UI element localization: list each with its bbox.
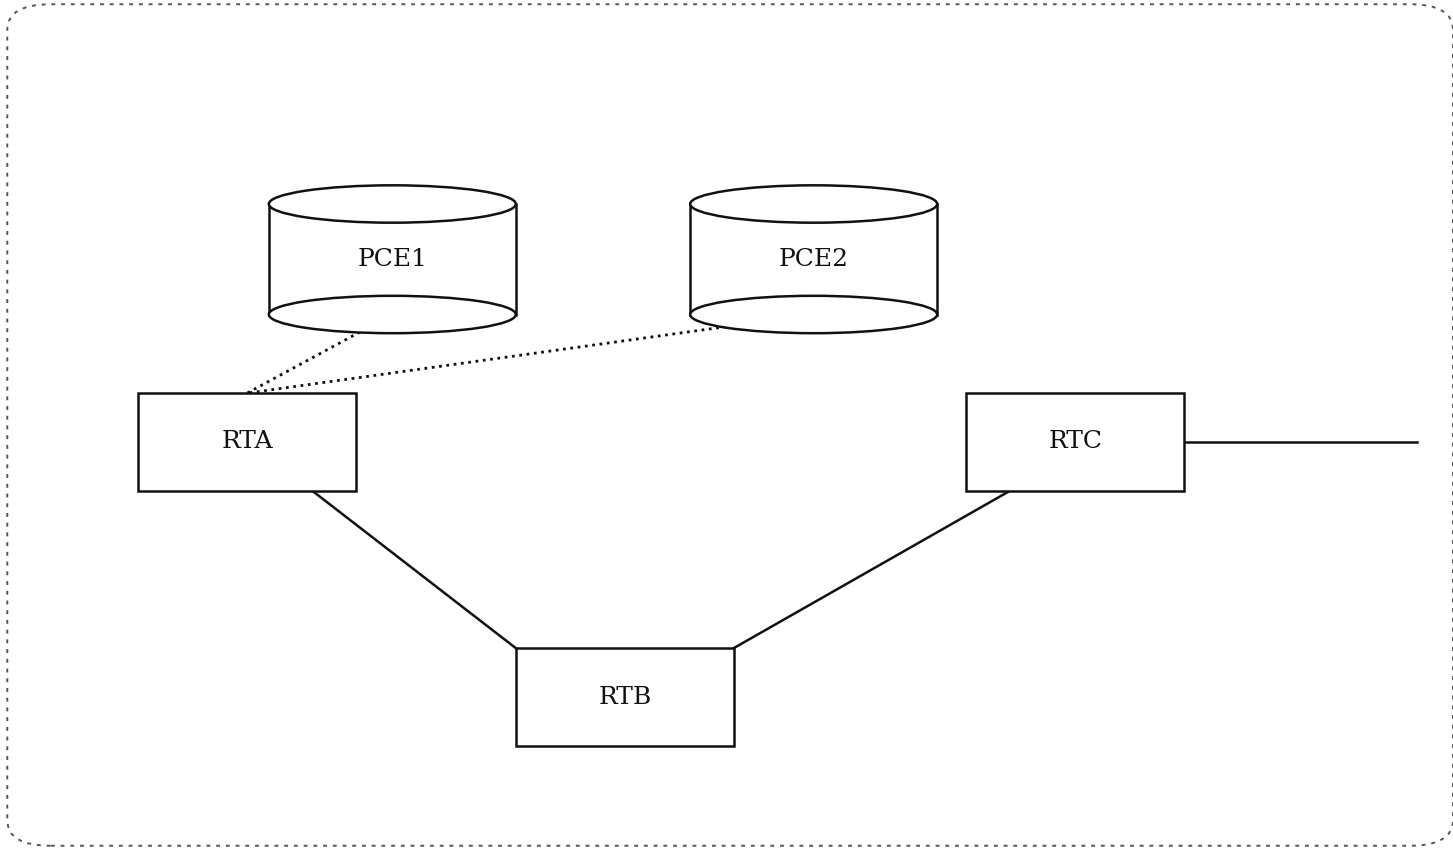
Ellipse shape — [690, 296, 937, 333]
Text: RTB: RTB — [599, 685, 651, 709]
Text: PCE2: PCE2 — [779, 247, 849, 271]
Bar — [138, 393, 356, 491]
Bar — [269, 204, 516, 314]
Ellipse shape — [269, 185, 516, 223]
Ellipse shape — [690, 185, 937, 223]
Bar — [516, 648, 734, 746]
Text: PCE1: PCE1 — [357, 247, 427, 271]
Text: RTC: RTC — [1048, 430, 1103, 454]
Bar — [966, 393, 1184, 491]
Bar — [690, 204, 937, 314]
Ellipse shape — [269, 296, 516, 333]
Text: RTA: RTA — [221, 430, 273, 454]
